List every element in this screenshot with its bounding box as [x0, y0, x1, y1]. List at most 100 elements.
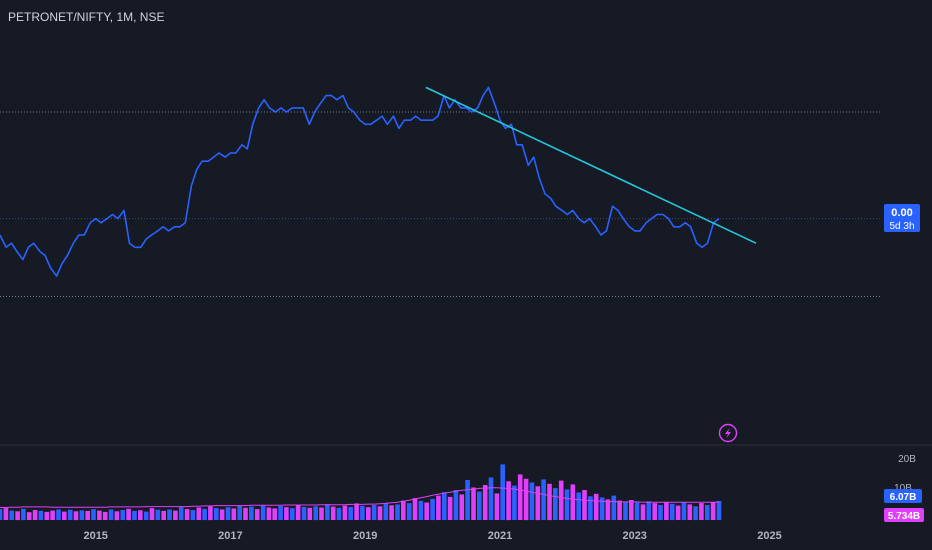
volume-bar	[325, 504, 330, 520]
volume-bar	[588, 496, 593, 521]
volume-bar	[167, 509, 172, 520]
volume-bar	[506, 481, 511, 521]
trendline[interactable]	[425, 86, 757, 244]
volume-bar	[687, 504, 693, 520]
price-badge: 0.00 5d 3h	[884, 204, 920, 232]
volume-bar	[535, 486, 541, 521]
volume-bar	[56, 509, 61, 520]
volume-bar	[360, 505, 365, 520]
volume-bar	[214, 508, 219, 520]
volume-tick-20b: 20B	[898, 454, 916, 465]
volume-bar	[576, 492, 581, 520]
volume-bar	[120, 510, 126, 520]
time-axis[interactable]: 2015 2017 2019 2021 2023 2025	[83, 530, 781, 542]
price-badge-countdown: 5d 3h	[889, 221, 914, 232]
volume-bar	[477, 491, 482, 520]
volume-bar	[570, 484, 576, 520]
volume-bar	[564, 489, 570, 520]
volume-bar	[646, 501, 652, 521]
volume-bar	[401, 500, 406, 520]
volume-bar	[354, 503, 359, 520]
volume-bar	[658, 505, 663, 520]
volume-bar	[371, 505, 377, 520]
volume-bar	[465, 480, 470, 520]
volume-bar	[640, 504, 646, 520]
volume-bar	[219, 509, 225, 520]
volume-bar	[395, 504, 400, 520]
volume-bar	[500, 464, 505, 520]
volume-bar	[319, 507, 324, 520]
volume-bar	[149, 508, 155, 520]
volume-bar	[418, 500, 424, 520]
volume-bar	[62, 511, 67, 520]
volume-bar	[629, 500, 634, 520]
volume-bar	[173, 510, 178, 520]
volume-bar	[108, 509, 114, 520]
volume-bar	[529, 482, 535, 520]
volume-badge-value: 6.07B	[890, 492, 917, 503]
volume-bar	[558, 480, 564, 520]
volume-bars	[0, 464, 722, 521]
volume-bar	[710, 502, 716, 520]
x-tick-label: 2015	[83, 530, 107, 542]
volume-bar	[284, 507, 289, 520]
volume-bar	[512, 485, 517, 520]
volume-bar	[196, 507, 202, 520]
volume-bar	[453, 490, 459, 520]
volume-bar	[634, 502, 640, 520]
volume-bar	[442, 492, 447, 520]
volume-bar	[102, 511, 108, 520]
volume-ma-line	[0, 487, 720, 508]
volume-bar	[44, 511, 50, 520]
volume-bar	[593, 493, 599, 521]
volume-bar	[383, 502, 389, 520]
volume-bar	[243, 507, 248, 520]
volume-bar	[436, 495, 441, 520]
volume-bar	[716, 501, 722, 520]
volume-bar	[307, 507, 313, 520]
volume-bar	[459, 494, 465, 520]
volume-ma-badge: 5.734B	[884, 508, 924, 522]
volume-bar	[202, 508, 207, 521]
volume-bar	[652, 503, 657, 520]
symbol-title[interactable]: PETRONET/NIFTY, 1M, NSE	[8, 10, 164, 24]
volume-bar	[114, 511, 120, 521]
volume-bar	[377, 506, 383, 521]
volume-bar	[50, 510, 55, 520]
volume-bar	[266, 507, 272, 520]
volume-bar	[178, 506, 184, 520]
lightning-bolt-icon[interactable]	[718, 423, 738, 443]
volume-bar	[231, 508, 237, 520]
volume-bar	[9, 510, 14, 520]
volume-bar	[295, 504, 301, 520]
volume-bar	[412, 498, 418, 520]
volume-bar	[290, 508, 295, 520]
volume-bar	[494, 493, 500, 520]
volume-bar	[611, 495, 617, 520]
volume-bar	[623, 501, 628, 520]
volume-bar	[342, 505, 348, 520]
volume-bar	[313, 506, 318, 521]
volume-bar	[237, 505, 242, 520]
volume-bar	[278, 505, 283, 520]
volume-bar	[488, 477, 494, 520]
volume-bar	[26, 512, 32, 520]
price-line[interactable]	[0, 86, 720, 277]
volume-bar	[15, 511, 20, 521]
volume-bar	[424, 502, 429, 520]
volume-bar	[430, 498, 435, 521]
volume-bar	[260, 505, 266, 520]
volume-bar	[705, 505, 710, 520]
volume-bar	[138, 510, 143, 520]
volume-bar	[132, 510, 137, 520]
volume-bar	[447, 496, 453, 520]
volume-bar	[3, 508, 9, 520]
volume-bar	[664, 501, 669, 520]
volume-bar	[21, 508, 26, 521]
volume-bar	[249, 506, 254, 520]
volume-bar	[471, 487, 476, 520]
volume-bar	[406, 503, 412, 520]
volume-bar	[143, 511, 149, 520]
